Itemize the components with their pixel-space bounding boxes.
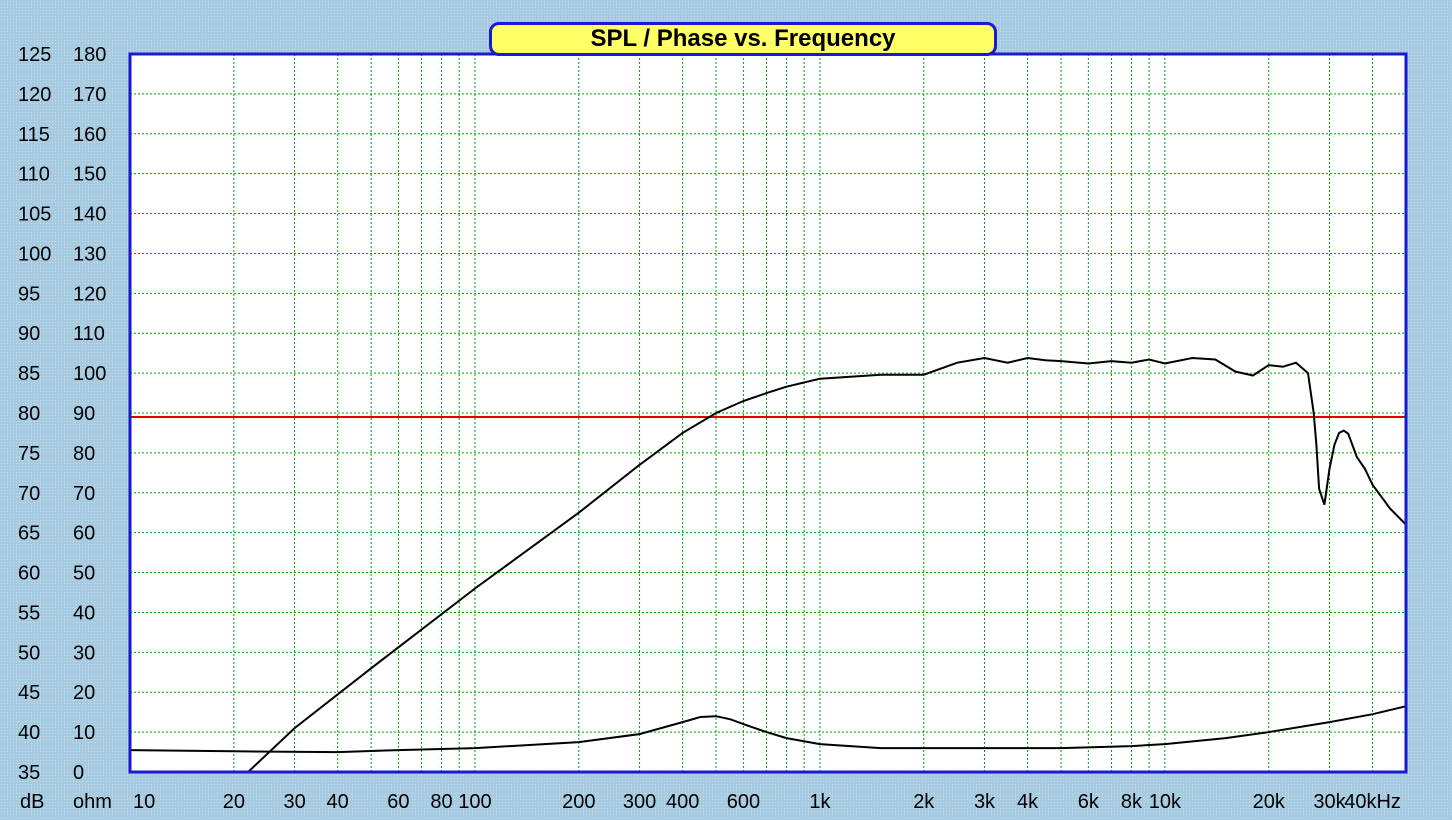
series-layer <box>129 356 1407 773</box>
x-tick-label: 300 <box>623 791 656 813</box>
y-tick-label-db: 120 <box>18 84 51 106</box>
x-tick-label: 8k <box>1121 791 1143 813</box>
y-tick-label-ohm: 180 <box>73 44 106 66</box>
x-tick-label: 20k <box>1253 791 1286 813</box>
y-unit-label-db: dB <box>20 791 44 813</box>
y-tick-label-db: 80 <box>18 403 40 425</box>
y-tick-label-ohm: 150 <box>73 164 106 186</box>
y-unit-label-ohm: ohm <box>73 791 112 813</box>
x-tick-label: 20 <box>223 791 245 813</box>
x-tick-label: 10 <box>133 791 155 813</box>
y-tick-label-db: 65 <box>18 523 40 545</box>
x-tick-label: 600 <box>727 791 760 813</box>
y-tick-label-ohm: 110 <box>73 323 105 345</box>
y-tick-label-ohm: 70 <box>73 483 95 505</box>
y-tick-label-ohm: 160 <box>73 124 106 146</box>
y-tick-label-ohm: 100 <box>73 363 106 385</box>
x-tick-label: 80 <box>430 791 452 813</box>
y-tick-label-db: 100 <box>18 243 51 265</box>
x-tick-label: 2k <box>913 791 935 813</box>
y-tick-label-db: 40 <box>18 722 40 744</box>
x-tick-label: 4k <box>1017 791 1039 813</box>
y-tick-label-ohm: 130 <box>73 243 106 265</box>
y-tick-label-db: 35 <box>18 762 40 784</box>
y-tick-label-db: 60 <box>18 563 40 585</box>
x-tick-label: 40 <box>327 791 349 813</box>
x-tick-label: 100 <box>458 791 491 813</box>
x-tick-label: 40kHz <box>1344 791 1401 813</box>
y-tick-label-db: 125 <box>18 44 51 66</box>
spl-curve <box>247 356 1407 773</box>
x-tick-label: 10k <box>1149 791 1182 813</box>
y-tick-label-ohm: 30 <box>73 642 95 664</box>
y-tick-label-ohm: 10 <box>73 722 95 744</box>
y-tick-label-ohm: 0 <box>73 762 84 784</box>
y-tick-label-ohm: 170 <box>73 84 106 106</box>
x-tick-label: 60 <box>387 791 409 813</box>
tick-labels: 1251201151101051009590858075706560555045… <box>18 44 1401 813</box>
y-tick-label-db: 95 <box>18 283 40 305</box>
y-tick-label-ohm: 80 <box>73 443 95 465</box>
y-tick-label-db: 70 <box>18 483 40 505</box>
y-tick-label-db: 55 <box>18 602 40 624</box>
y-tick-label-db: 90 <box>18 323 40 345</box>
y-tick-label-ohm: 140 <box>73 204 106 226</box>
x-tick-label: 3k <box>974 791 996 813</box>
y-tick-label-db: 110 <box>18 164 50 186</box>
y-tick-label-ohm: 120 <box>73 283 106 305</box>
y-tick-label-db: 115 <box>18 124 50 146</box>
y-tick-label-ohm: 90 <box>73 403 95 425</box>
grid <box>130 54 1406 772</box>
x-tick-label: 1k <box>809 791 831 813</box>
x-tick-label: 30 <box>283 791 305 813</box>
y-tick-label-db: 50 <box>18 642 40 664</box>
y-tick-label-ohm: 50 <box>73 563 95 585</box>
y-tick-label-db: 75 <box>18 443 40 465</box>
x-tick-label: 400 <box>666 791 699 813</box>
impedance-curve <box>129 705 1407 754</box>
y-tick-label-db: 105 <box>18 204 51 226</box>
x-tick-label: 30k <box>1313 791 1346 813</box>
y-tick-label-ohm: 40 <box>73 602 95 624</box>
y-tick-label-db: 85 <box>18 363 40 385</box>
y-tick-label-ohm: 20 <box>73 682 95 704</box>
y-tick-label-db: 45 <box>18 682 40 704</box>
chart-title: SPL / Phase vs. Frequency <box>489 22 997 56</box>
x-tick-label: 6k <box>1078 791 1100 813</box>
x-tick-label: 200 <box>562 791 595 813</box>
y-tick-label-ohm: 60 <box>73 523 95 545</box>
